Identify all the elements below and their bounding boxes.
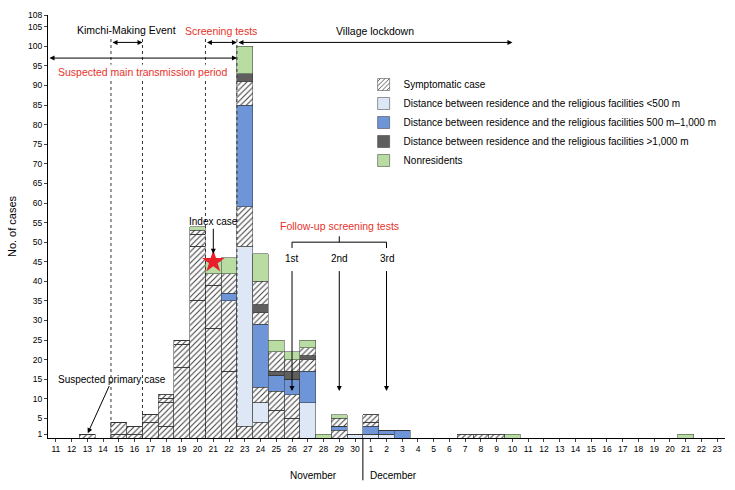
svg-text:19: 19 (649, 444, 659, 454)
svg-text:Follow-up screening tests: Follow-up screening tests (280, 220, 399, 232)
svg-text:14: 14 (98, 444, 108, 454)
svg-text:24: 24 (256, 444, 266, 454)
svg-text:No. of cases: No. of cases (6, 195, 18, 257)
svg-text:70: 70 (33, 159, 43, 169)
svg-text:17: 17 (618, 444, 628, 454)
svg-text:23: 23 (712, 444, 722, 454)
svg-text:11: 11 (51, 444, 60, 454)
svg-text:10: 10 (33, 394, 43, 404)
svg-text:13: 13 (83, 444, 93, 454)
svg-text:55: 55 (33, 218, 43, 228)
svg-text:3rd: 3rd (380, 253, 394, 264)
svg-text:22: 22 (224, 444, 234, 454)
svg-text:100: 100 (28, 41, 42, 51)
svg-text:18: 18 (161, 444, 171, 454)
svg-text:13: 13 (555, 444, 565, 454)
svg-text:4: 4 (416, 444, 421, 454)
svg-text:16: 16 (130, 444, 140, 454)
svg-text:3: 3 (400, 444, 405, 454)
svg-text:9: 9 (494, 444, 499, 454)
svg-text:Screening tests: Screening tests (185, 25, 257, 37)
svg-text:17: 17 (146, 444, 156, 454)
svg-text:1st: 1st (285, 253, 299, 264)
svg-text:2: 2 (384, 444, 389, 454)
svg-text:7: 7 (463, 444, 468, 454)
svg-text:22: 22 (697, 444, 707, 454)
svg-text:26: 26 (287, 444, 297, 454)
svg-text:60: 60 (33, 198, 43, 208)
svg-text:6: 6 (447, 444, 452, 454)
svg-text:19: 19 (177, 444, 187, 454)
svg-text:80: 80 (33, 120, 43, 130)
svg-text:15: 15 (586, 444, 596, 454)
svg-text:5: 5 (431, 444, 436, 454)
svg-text:10: 10 (508, 444, 518, 454)
svg-text:85: 85 (33, 100, 43, 110)
svg-text:90: 90 (33, 80, 43, 90)
svg-text:Suspected primary case: Suspected primary case (58, 374, 166, 385)
svg-text:45: 45 (33, 257, 43, 267)
svg-text:20: 20 (665, 444, 675, 454)
svg-text:50: 50 (33, 237, 43, 247)
svg-text:1: 1 (368, 444, 373, 454)
svg-text:75: 75 (33, 139, 43, 149)
svg-text:35: 35 (33, 296, 43, 306)
svg-text:20: 20 (193, 444, 203, 454)
svg-text:18: 18 (634, 444, 644, 454)
svg-text:108: 108 (28, 10, 42, 20)
svg-text:25: 25 (272, 444, 282, 454)
svg-text:Distance between residence and: Distance between residence and the relig… (404, 117, 716, 128)
svg-text:11: 11 (524, 444, 533, 454)
svg-text:12: 12 (67, 444, 77, 454)
svg-text:95: 95 (33, 61, 43, 71)
svg-text:Index case: Index case (189, 216, 238, 227)
svg-text:Village lockdown: Village lockdown (336, 25, 414, 37)
svg-text:65: 65 (33, 178, 43, 188)
svg-text:20: 20 (33, 355, 43, 365)
svg-text:21: 21 (681, 444, 691, 454)
svg-text:23: 23 (240, 444, 250, 454)
svg-text:14: 14 (571, 444, 581, 454)
svg-text:Suspected main transmission pe: Suspected main transmission period (58, 66, 227, 78)
svg-text:25: 25 (33, 335, 43, 345)
svg-text:5: 5 (38, 413, 43, 423)
svg-text:105: 105 (28, 22, 42, 32)
svg-text:1: 1 (38, 429, 43, 439)
svg-text:Distance between residence and: Distance between residence and the relig… (404, 98, 681, 109)
svg-text:Kimchi-Making Event: Kimchi-Making Event (77, 24, 176, 36)
svg-text:December: December (370, 470, 417, 481)
svg-text:16: 16 (602, 444, 612, 454)
svg-text:8: 8 (479, 444, 484, 454)
svg-text:15: 15 (114, 444, 124, 454)
svg-text:30: 30 (33, 315, 43, 325)
svg-text:12: 12 (539, 444, 549, 454)
svg-text:Symptomatic case: Symptomatic case (404, 79, 486, 90)
svg-text:27: 27 (303, 444, 313, 454)
svg-text:November: November (290, 470, 337, 481)
svg-text:15: 15 (33, 374, 43, 384)
svg-text:40: 40 (33, 276, 43, 286)
svg-text:28: 28 (319, 444, 329, 454)
svg-text:Distance between residence and: Distance between residence and the relig… (404, 136, 689, 147)
svg-text:2nd: 2nd (331, 253, 348, 264)
svg-text:Nonresidents: Nonresidents (404, 155, 463, 166)
svg-text:30: 30 (350, 444, 360, 454)
svg-text:29: 29 (335, 444, 345, 454)
svg-text:21: 21 (209, 444, 219, 454)
